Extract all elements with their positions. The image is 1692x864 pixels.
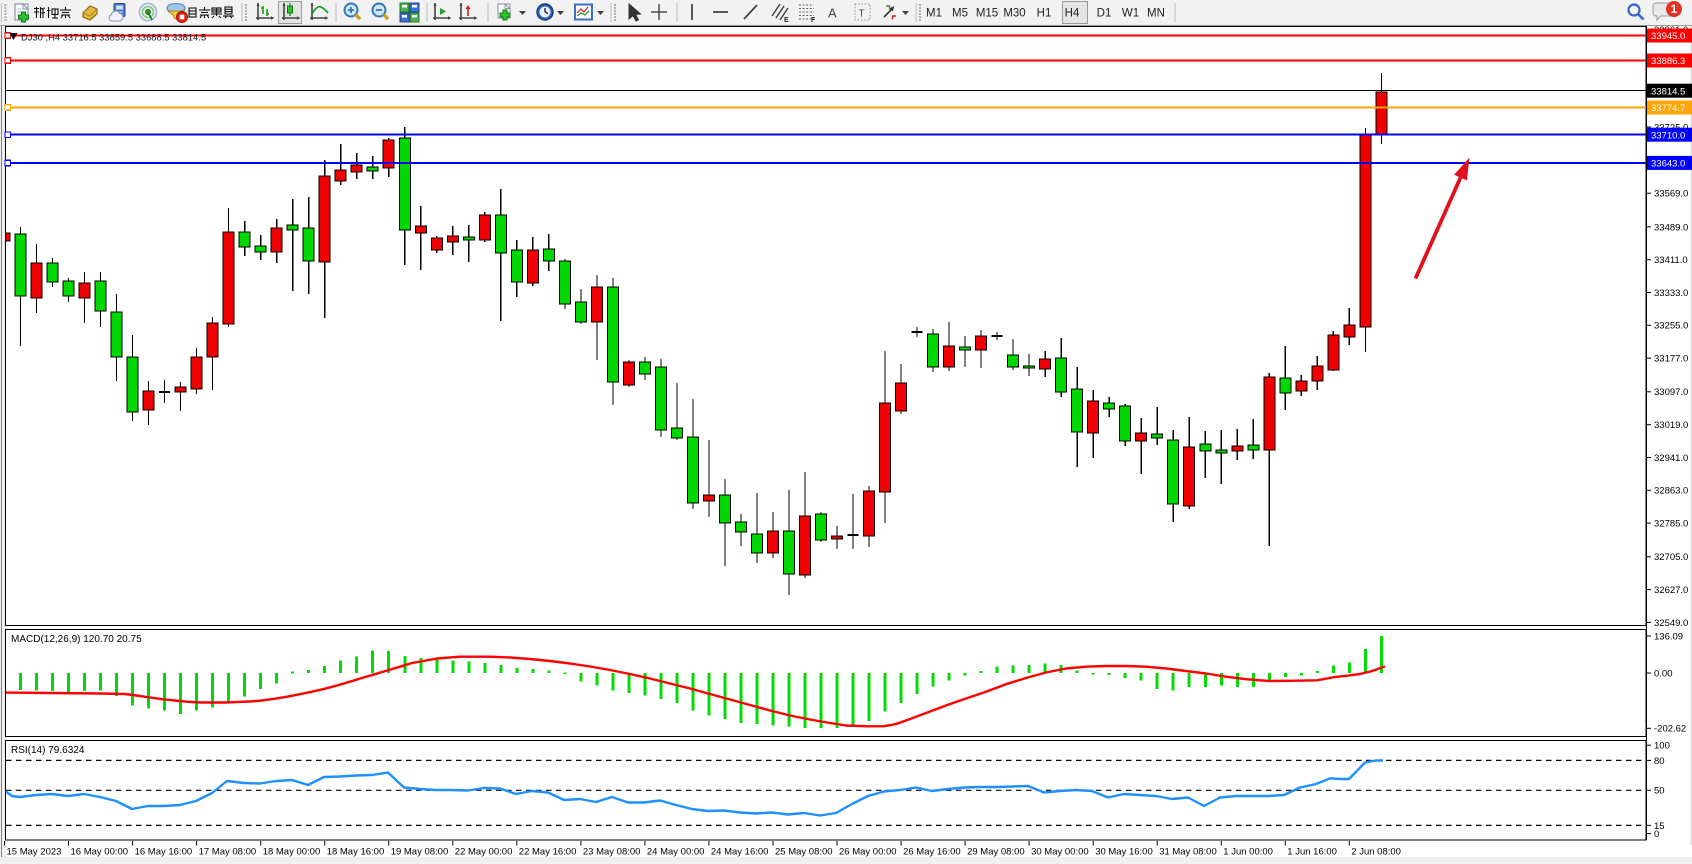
svg-text:18 May 00:00: 18 May 00:00 [263,847,321,858]
svg-text:D1: D1 [1097,8,1112,20]
svg-text:-202.62: -202.62 [1654,724,1686,735]
svg-text:MACD(12,26,9) 120.70 20.75: MACD(12,26,9) 120.70 20.75 [11,634,142,645]
svg-text:33097.0: 33097.0 [1654,387,1688,398]
svg-text:W1: W1 [1122,8,1139,20]
svg-text:31 May 08:00: 31 May 08:00 [1159,847,1217,858]
svg-text:T: T [859,9,865,20]
svg-text:1: 1 [1671,4,1678,16]
svg-text:32863.0: 32863.0 [1654,486,1688,497]
svg-text:33255.0: 33255.0 [1654,321,1688,332]
svg-text:0: 0 [1654,829,1659,840]
svg-text:30 May 16:00: 30 May 16:00 [1095,847,1153,858]
svg-text:32941.0: 32941.0 [1654,453,1688,464]
svg-text:16 May 00:00: 16 May 00:00 [71,847,129,858]
svg-text:0.00: 0.00 [1654,668,1673,679]
svg-text:30 May 00:00: 30 May 00:00 [1031,847,1089,858]
svg-text:M1: M1 [926,8,942,20]
svg-text:16 May 16:00: 16 May 16:00 [135,847,193,858]
svg-text:33019.0: 33019.0 [1654,420,1688,431]
svg-text:33945.0: 33945.0 [1651,31,1685,42]
svg-text:19 May 08:00: 19 May 08:00 [391,847,449,858]
svg-text:1 Jun 00:00: 1 Jun 00:00 [1223,847,1273,858]
svg-text:33411.0: 33411.0 [1654,255,1688,266]
svg-text:50: 50 [1654,786,1665,797]
svg-text:MN: MN [1147,8,1165,20]
svg-text:80: 80 [1654,756,1665,767]
svg-text:26 May 00:00: 26 May 00:00 [839,847,897,858]
svg-text:A: A [828,6,837,21]
svg-text:15 May 2023: 15 May 2023 [7,847,62,858]
svg-text:18 May 16:00: 18 May 16:00 [327,847,385,858]
svg-text:33177.0: 33177.0 [1654,354,1688,365]
svg-text:33569.0: 33569.0 [1654,189,1688,200]
svg-text:E: E [784,17,789,24]
svg-text:100: 100 [1654,741,1670,752]
svg-text:DJ30 ,H4 33716.5 33859.5 3368: DJ30 ,H4 33716.5 33859.5 33688.5 33814.5 [21,32,206,43]
svg-text:25 May 08:00: 25 May 08:00 [775,847,833,858]
svg-text:24 May 00:00: 24 May 00:00 [647,847,705,858]
svg-text:26 May 16:00: 26 May 16:00 [903,847,961,858]
svg-text:33814.5: 33814.5 [1651,86,1685,97]
svg-text:136.09: 136.09 [1654,631,1683,642]
svg-text:M15: M15 [976,8,998,20]
svg-text:32549.0: 32549.0 [1654,618,1688,629]
svg-text:32785.0: 32785.0 [1654,519,1688,530]
svg-text:23 May 08:00: 23 May 08:00 [583,847,641,858]
svg-text:22 May 00:00: 22 May 00:00 [455,847,513,858]
svg-text:33886.3: 33886.3 [1651,56,1685,67]
svg-text:F: F [811,17,816,24]
svg-text:32705.0: 32705.0 [1654,552,1688,563]
svg-text:17 May 08:00: 17 May 08:00 [199,847,257,858]
svg-text:22 May 16:00: 22 May 16:00 [519,847,577,858]
svg-text:M5: M5 [952,8,968,20]
svg-text:33333.0: 33333.0 [1654,288,1688,299]
svg-text:29 May 08:00: 29 May 08:00 [967,847,1025,858]
svg-text:H1: H1 [1037,8,1052,20]
svg-text:33774.7: 33774.7 [1651,103,1685,114]
svg-text:1 Jun 16:00: 1 Jun 16:00 [1287,847,1337,858]
svg-text:33489.0: 33489.0 [1654,222,1688,233]
svg-text:RSI(14) 79.6324: RSI(14) 79.6324 [11,745,85,756]
svg-text:24 May 16:00: 24 May 16:00 [711,847,769,858]
svg-text:33643.0: 33643.0 [1651,159,1685,170]
svg-text:2 Jun 08:00: 2 Jun 08:00 [1351,847,1401,858]
svg-text:15: 15 [1654,821,1665,832]
svg-text:33710.0: 33710.0 [1651,130,1685,141]
svg-text:32627.0: 32627.0 [1654,585,1688,596]
svg-text:H4: H4 [1065,8,1080,20]
svg-text:M30: M30 [1003,8,1025,20]
